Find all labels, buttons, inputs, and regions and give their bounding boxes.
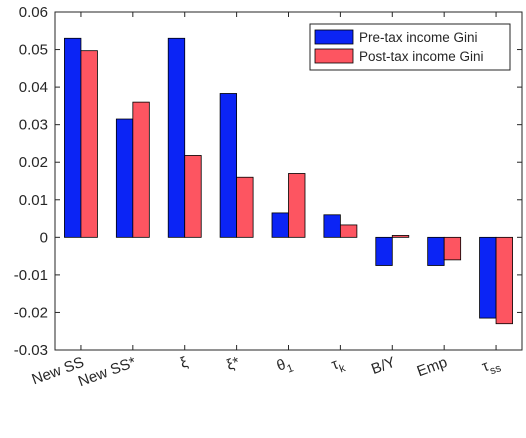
y-tick-label: -0.02	[14, 304, 48, 321]
bar-pretax	[375, 236, 393, 266]
x-category-label: τss	[480, 354, 504, 380]
y-tick-label: 0.01	[19, 192, 48, 209]
bar-posttax	[339, 224, 358, 238]
bars-layer	[64, 37, 513, 325]
y-tick-label: 0.04	[19, 79, 48, 96]
x-category-label: ξ	[178, 354, 190, 372]
x-category-label: New SS*	[76, 354, 138, 391]
bar-posttax	[236, 176, 254, 238]
y-tick-label: 0.06	[19, 4, 48, 21]
bar-posttax	[288, 173, 306, 238]
x-category-label: B/Y	[369, 354, 398, 378]
x-category-label: Emp	[415, 354, 450, 381]
bar-pretax	[115, 118, 134, 238]
y-tick-label: 0.03	[19, 117, 48, 134]
bar-posttax	[495, 236, 513, 325]
bar-posttax	[184, 155, 202, 238]
x-category-label: τk	[329, 354, 347, 378]
bar-posttax	[443, 236, 462, 261]
bar-pretax	[64, 37, 82, 238]
bar-pretax	[219, 93, 238, 238]
bar-pretax	[427, 236, 445, 266]
legend-label: Pre-tax income Gini	[359, 30, 478, 45]
y-tick-label: 0	[40, 229, 48, 246]
bar-posttax	[132, 101, 150, 238]
bar-pretax	[167, 37, 186, 238]
legend-swatch	[314, 29, 354, 45]
bar-pretax	[323, 214, 341, 238]
bar-posttax	[80, 50, 98, 238]
bar-pretax	[479, 236, 497, 319]
bar-posttax	[391, 235, 410, 238]
x-category-label: ξ*	[224, 354, 242, 374]
y-tick-label: 0.02	[19, 154, 48, 171]
x-category-label: θ1	[274, 354, 295, 379]
bar-pretax	[271, 212, 289, 238]
y-tick-label: -0.01	[14, 267, 48, 284]
legend: Pre-tax income Gini Post-tax income Gini	[309, 23, 511, 71]
legend-swatch	[314, 48, 354, 64]
y-tick-label: 0.05	[19, 42, 48, 59]
legend-label: Post-tax income Gini	[359, 49, 484, 64]
y-tick-label: -0.03	[14, 342, 48, 359]
